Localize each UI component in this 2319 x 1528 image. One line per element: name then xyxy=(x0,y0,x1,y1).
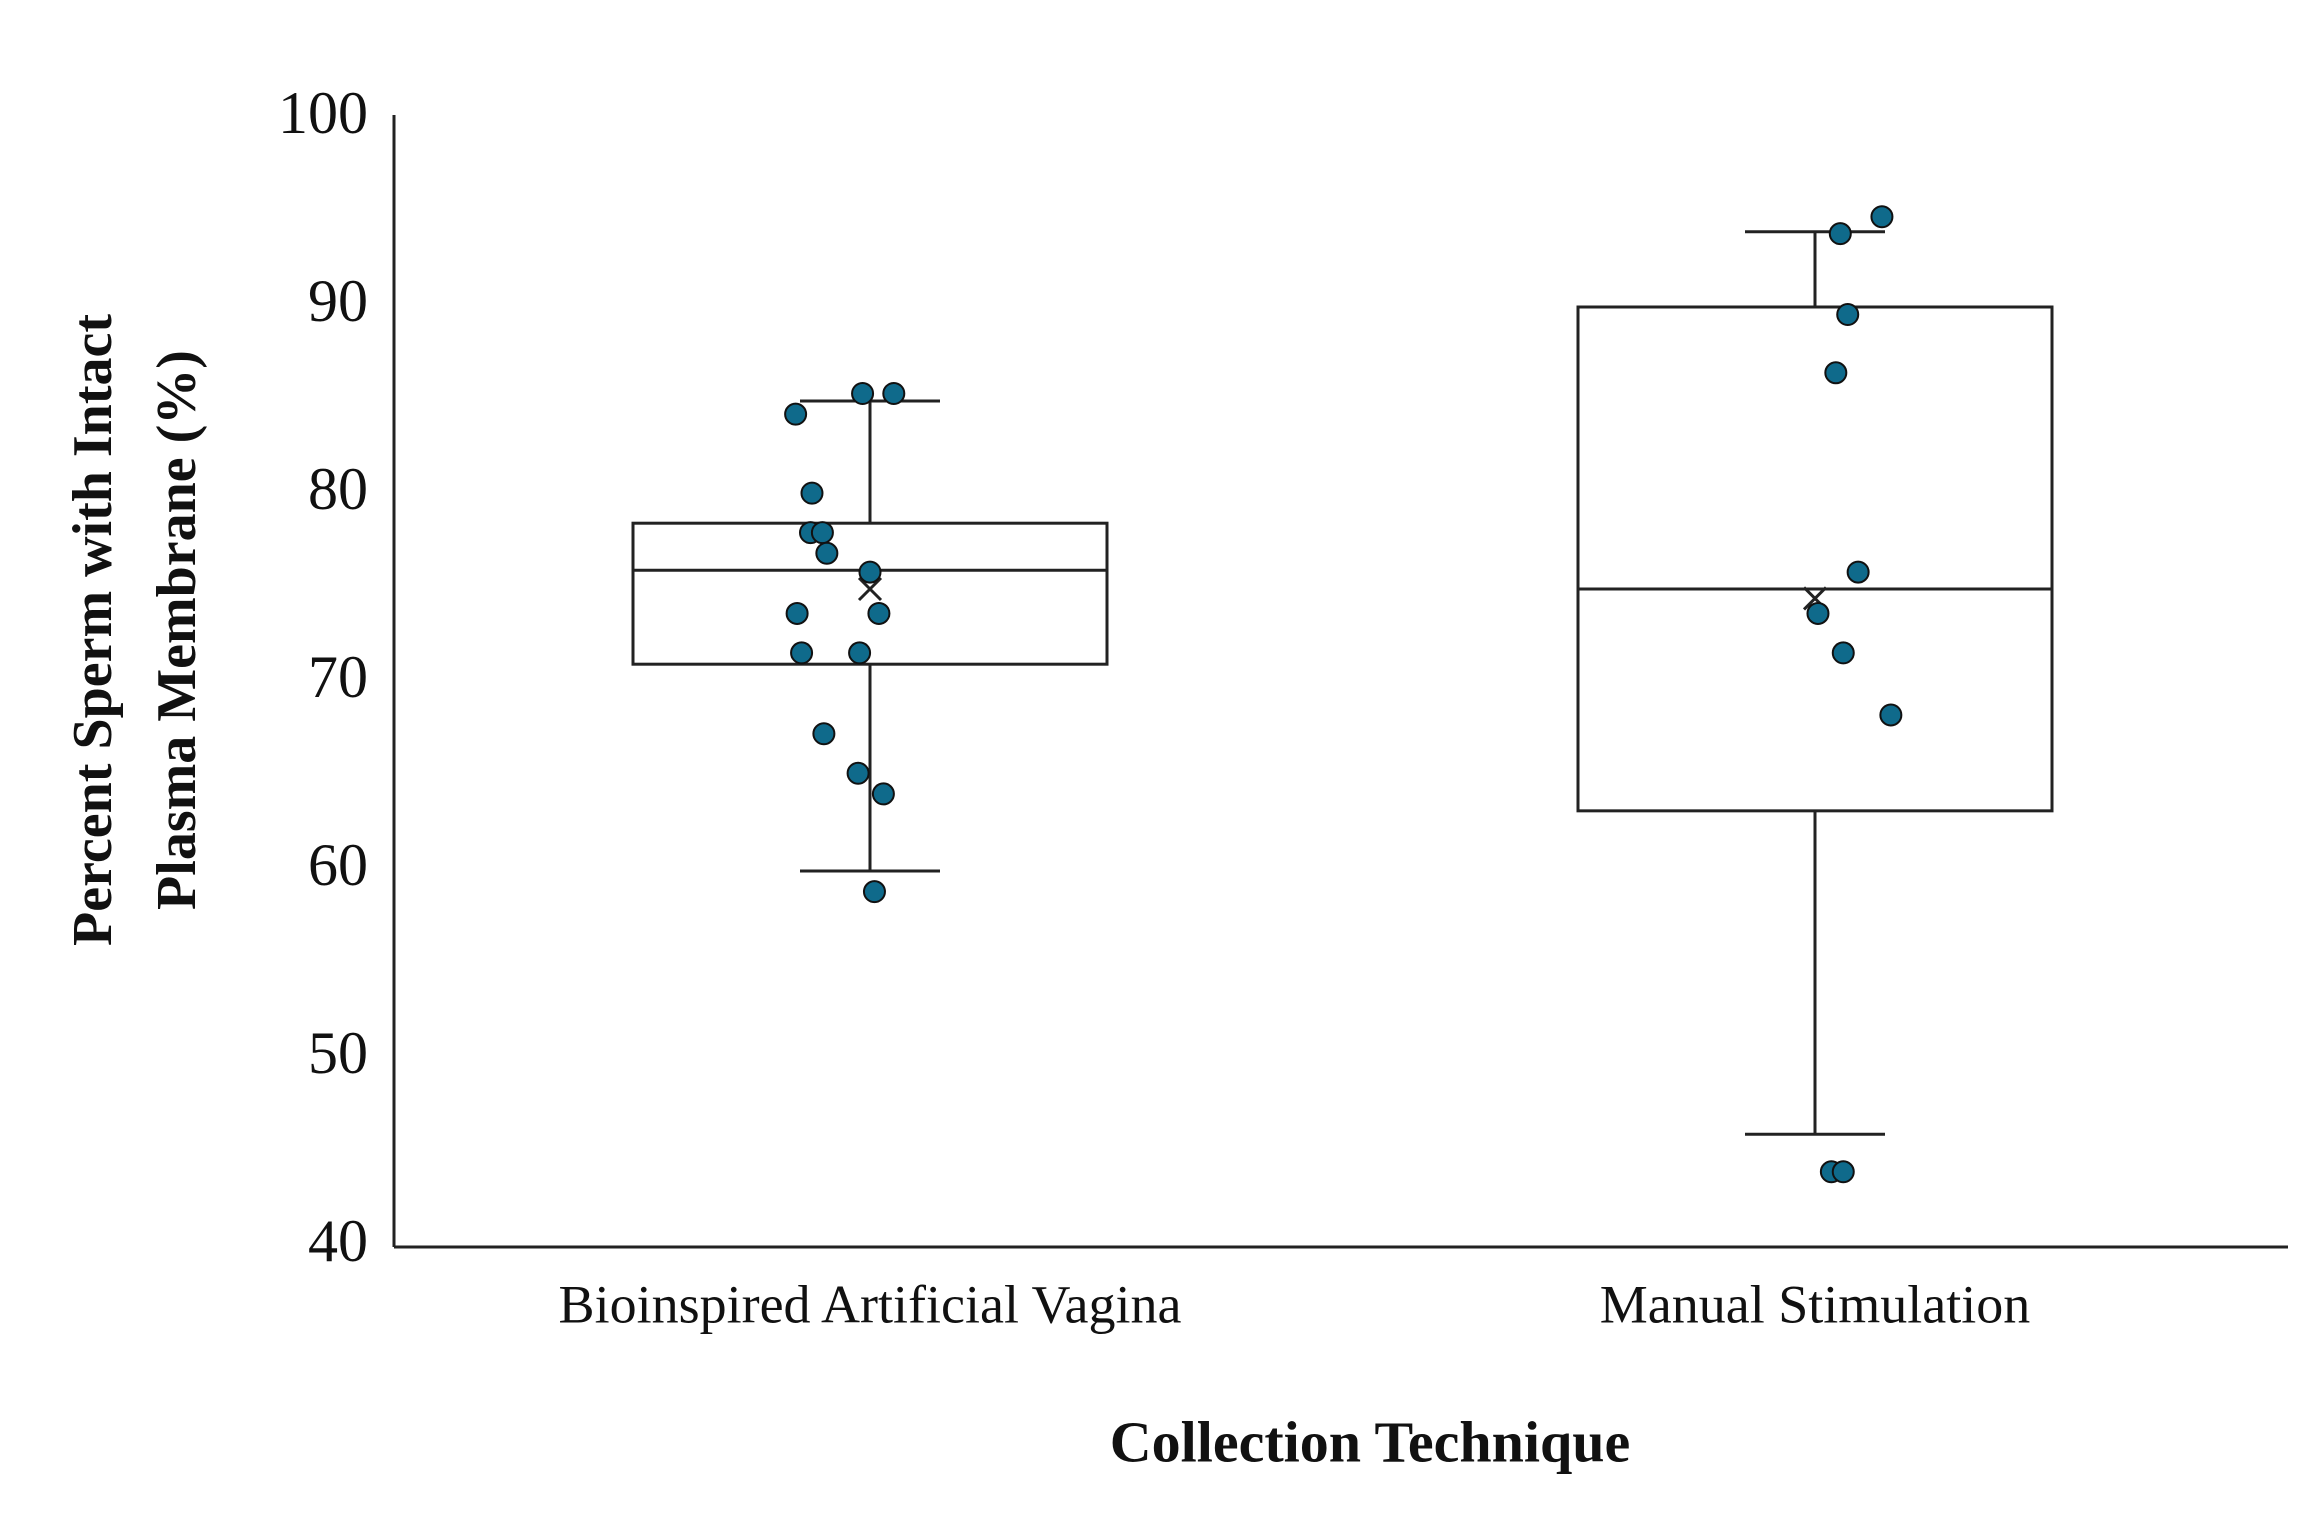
data-point xyxy=(1836,303,1860,327)
data-point xyxy=(784,402,808,426)
y-axis-title: Plasma Membrane (%) xyxy=(146,350,208,910)
data-point xyxy=(1831,1160,1855,1184)
mean-marker xyxy=(857,576,883,602)
data-point xyxy=(812,722,836,746)
y-tick-label: 80 xyxy=(308,456,368,522)
data-point xyxy=(1828,222,1852,246)
y-axis-title: Percent Sperm with Intact xyxy=(62,314,124,946)
data-point xyxy=(882,381,906,405)
data-point xyxy=(848,641,872,665)
data-point xyxy=(846,761,870,785)
data-point xyxy=(810,521,834,545)
data-point xyxy=(871,782,895,806)
box xyxy=(631,521,1109,666)
data-point xyxy=(1870,205,1894,229)
y-tick-label: 70 xyxy=(308,644,368,710)
data-point xyxy=(790,641,814,665)
data-point xyxy=(1824,361,1848,385)
data-point xyxy=(851,381,875,405)
data-point xyxy=(1831,641,1855,665)
data-point xyxy=(1846,560,1870,584)
y-tick-label: 40 xyxy=(308,1208,368,1274)
box xyxy=(1576,305,2054,813)
x-tick-label: Manual Stimulation xyxy=(1600,1274,2030,1334)
x-axis-title: Collection Technique xyxy=(1110,1409,1630,1474)
y-tick-label: 60 xyxy=(308,832,368,898)
data-point xyxy=(1879,703,1903,727)
y-tick-label: 50 xyxy=(308,1020,368,1086)
data-point xyxy=(800,481,824,505)
data-point xyxy=(815,541,839,565)
data-point xyxy=(867,601,891,625)
x-tick-label: Bioinspired Artificial Vagina xyxy=(559,1274,1182,1334)
data-point xyxy=(1806,601,1830,625)
data-point xyxy=(858,560,882,584)
data-point xyxy=(785,601,809,625)
y-tick-label: 100 xyxy=(278,80,368,146)
y-tick-label: 90 xyxy=(308,268,368,334)
data-point xyxy=(862,880,886,904)
